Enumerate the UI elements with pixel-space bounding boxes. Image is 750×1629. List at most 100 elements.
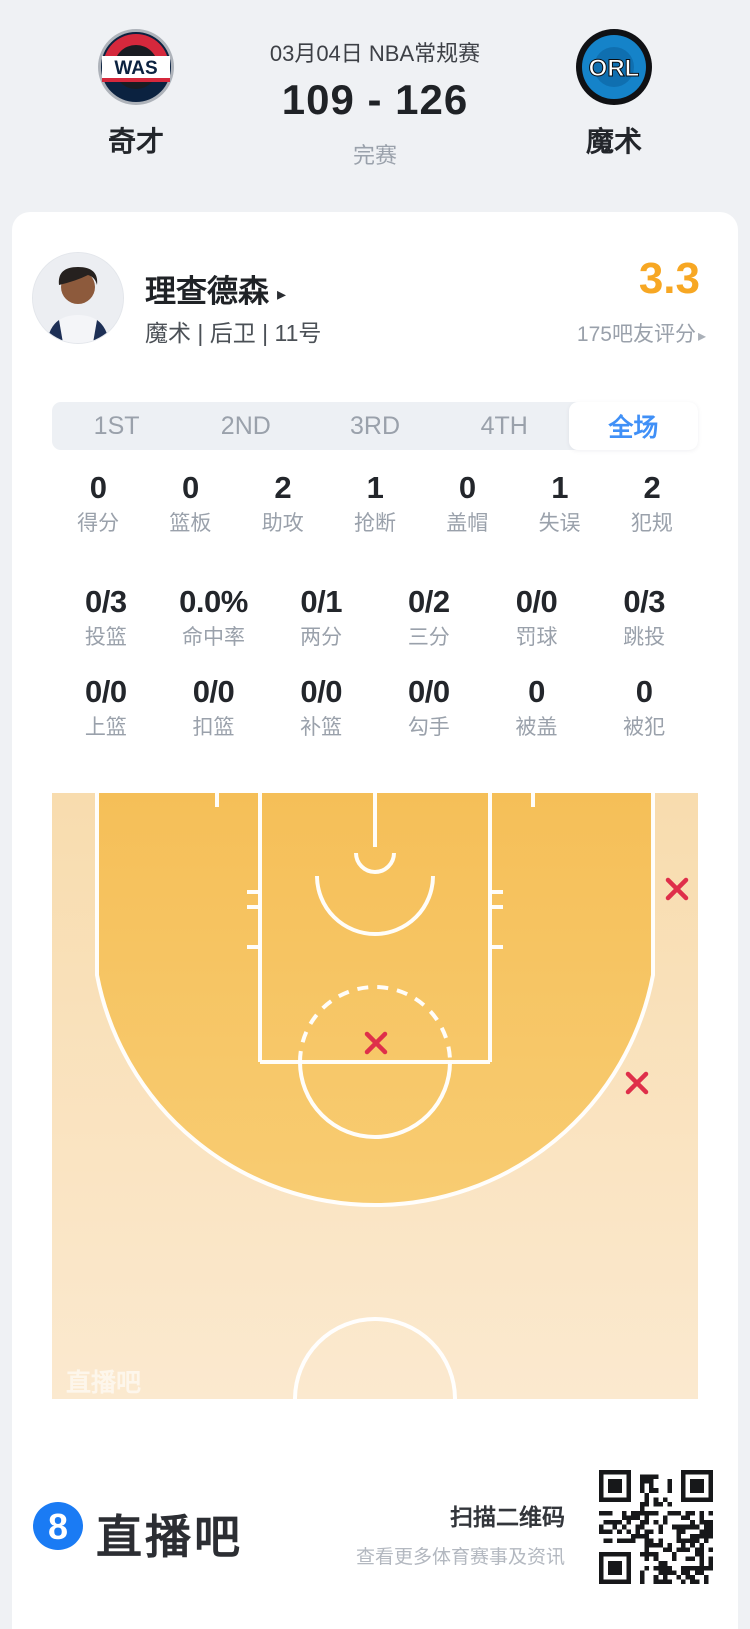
stat-value: 0/3 (85, 584, 127, 619)
stat-label: 罚球 (515, 626, 558, 649)
stat-label: 勾手 (407, 716, 450, 739)
stat-cell: 2 犯规 (606, 468, 698, 538)
stat-value: 2 (274, 470, 292, 505)
stat-cell: 0.0% 命中率 (160, 582, 268, 652)
qr-code (599, 1470, 713, 1584)
stat-label: 扣篮 (192, 716, 235, 739)
stat-value: 0/0 (85, 674, 127, 709)
stat-value: 0/0 (515, 584, 558, 619)
svg-text:ORL: ORL (589, 55, 640, 82)
zhibo8-logo-icon: 8 (33, 1502, 83, 1550)
stat-label: 犯规 (630, 512, 673, 535)
stat-value: 0/0 (300, 674, 342, 709)
qr-subtitle: 查看更多体育赛事及资讯 (355, 1547, 565, 1568)
stat-label: 篮板 (169, 512, 212, 535)
stat-label: 得分 (77, 512, 120, 535)
tab-4th[interactable]: 4TH (480, 411, 528, 440)
stat-value: 0/0 (408, 674, 450, 709)
player-name[interactable]: 理查德森 ▸ (145, 274, 287, 309)
stat-label: 抢断 (353, 512, 396, 535)
match-header: WAS 奇才 03月04日 NBA常规赛 109 - 126 完赛 ORL 魔术 (0, 0, 750, 212)
stat-cell: 0/0 上篮 (52, 672, 160, 742)
stat-cell: 0/0 勾手 (375, 672, 483, 742)
caret-right-icon: ▸ (697, 328, 706, 345)
player-avatar[interactable] (32, 252, 124, 344)
rim-arc (354, 852, 396, 874)
stat-value: 0/2 (408, 584, 450, 619)
match-status: 完赛 (352, 143, 397, 168)
stat-value: 2 (643, 470, 661, 505)
center-circle-arc (293, 1317, 457, 1400)
player-photo (33, 253, 123, 343)
stat-cell: 0/0 补篮 (267, 672, 375, 742)
court-watermark: 直播吧 (66, 1369, 141, 1397)
baseline-ticks (215, 793, 535, 807)
tab-3rd[interactable]: 3RD (350, 411, 401, 440)
footer-brand: 直播吧 (96, 1511, 243, 1563)
stat-label: 失误 (538, 512, 581, 535)
ft-circle-solid (298, 1061, 452, 1139)
wizards-logo-icon: WAS (98, 29, 174, 105)
stat-value: 0 (89, 470, 107, 505)
missed-shot-marker (665, 877, 689, 901)
shot-markers (364, 877, 689, 1095)
stat-label: 上篮 (84, 716, 127, 739)
stat-cell: 0/2 三分 (375, 582, 483, 652)
qr-title: 扫描二维码 (450, 1504, 565, 1530)
shot-chart-court: 直播吧 (52, 793, 698, 1400)
tab-全场[interactable]: 全场 (568, 402, 699, 450)
player-stats-card: 理查德森 ▸ 魔术 | 后卫 | 11号 3.3 175吧友评分 ▸ 1ST 2ND 3… (12, 212, 738, 1629)
svg-text:8: 8 (48, 1506, 68, 1547)
stat-value: 0 (528, 674, 545, 709)
player-meta: 魔术 | 后卫 | 11号 (145, 320, 322, 346)
quarter-tabs: 1ST 2ND 3RD 4TH 全场 (52, 402, 699, 450)
stat-value: 0/1 (300, 584, 342, 619)
stat-label: 助攻 (261, 512, 304, 535)
stat-value: 1 (366, 470, 384, 505)
tab-2nd[interactable]: 2ND (220, 411, 271, 440)
stat-label: 命中率 (181, 626, 245, 649)
rating-votes-link[interactable]: 175吧友评分 ▸ (576, 323, 706, 346)
stat-cell: 0/3 投篮 (52, 582, 160, 652)
stats-row-shooting: 0/3 投篮 0.0% 命中率 0/1 两分 0/2 三分 0/0 罚球 0/3 跳投 (52, 582, 698, 652)
stat-label: 被盖 (515, 716, 558, 739)
missed-shot-marker (625, 1071, 649, 1095)
stat-label: 盖帽 (446, 512, 489, 535)
match-date: 03月04日 NBA常规赛 (269, 41, 481, 66)
lane-hash-marks (247, 890, 503, 949)
magic-logo-icon: ORL (576, 29, 652, 105)
stat-value: 1 (551, 470, 568, 505)
stat-cell: 0 被盖 (483, 672, 591, 742)
away-team-name: 魔术 (585, 126, 642, 157)
match-score: 109 - 126 (281, 76, 469, 123)
stat-value: 0 (458, 470, 476, 505)
home-team-name: 奇才 (107, 126, 164, 157)
caret-right-icon: ▸ (277, 284, 287, 304)
stats-row-shot-types: 0/0 上篮 0/0 扣篮 0/0 补篮 0/0 勾手 0 被盖 0 被犯 (52, 672, 698, 742)
three-point-area (97, 793, 653, 1206)
stat-value: 0 (182, 470, 199, 505)
stat-cell: 0/0 扣篮 (160, 672, 268, 742)
stat-value: 0/3 (623, 584, 665, 619)
restricted-area-arc (315, 875, 435, 936)
away-team: ORL 魔术 (524, 28, 704, 160)
stat-cell: 2 助攻 (237, 468, 329, 538)
missed-shot-marker (364, 1031, 388, 1055)
stat-cell: 0 被犯 (590, 672, 698, 742)
stat-value: 0.0% (179, 584, 248, 619)
footer-qr-texts: 扫描二维码 查看更多体育赛事及资讯 (356, 1498, 565, 1569)
stat-cell: 0/1 两分 (267, 582, 375, 652)
stats-row-basic: 0 得分 0 篮板 2 助攻 1 抢断 0 盖帽 1 失误 2 犯规 (52, 468, 698, 538)
stat-label: 被犯 (623, 716, 666, 739)
stat-cell: 1 抢断 (329, 468, 421, 538)
stat-label: 补篮 (300, 716, 343, 739)
stat-value: 0/0 (192, 674, 235, 709)
tab-1st[interactable]: 1ST (93, 411, 140, 440)
stat-cell: 0 篮板 (144, 468, 236, 538)
stat-cell: 0/3 跳投 (590, 582, 698, 652)
player-rating: 3.3 (638, 254, 700, 303)
stat-label: 投篮 (84, 626, 127, 649)
home-team: WAS 奇才 (46, 28, 226, 160)
stat-label: 三分 (407, 626, 450, 649)
ft-circle-dashed (298, 985, 452, 1063)
